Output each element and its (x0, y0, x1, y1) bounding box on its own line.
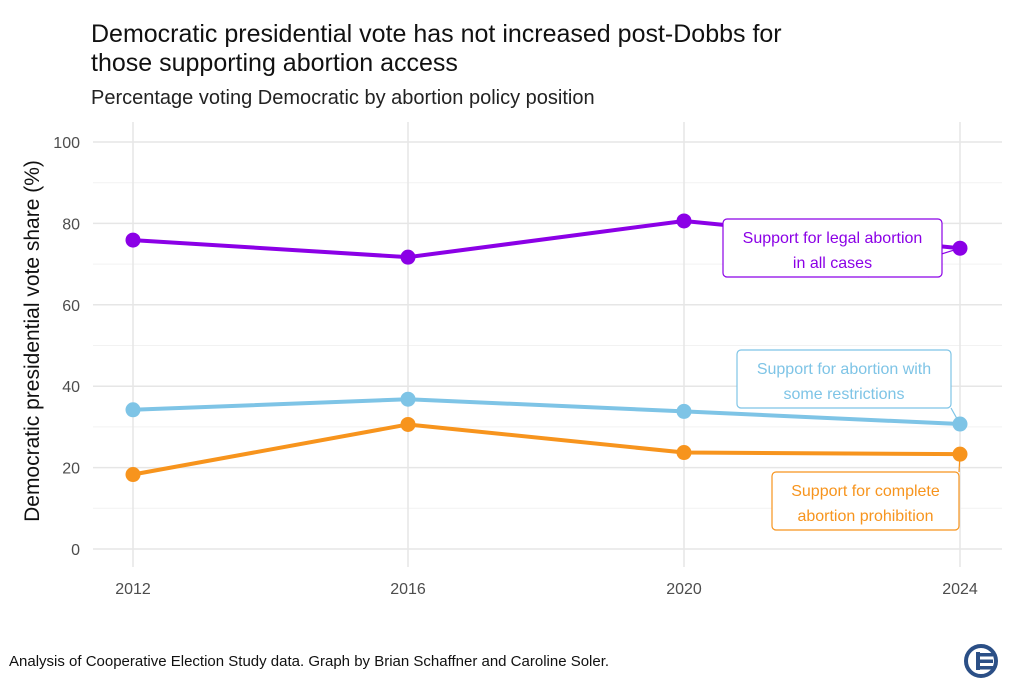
source-caption: Analysis of Cooperative Election Study d… (9, 653, 610, 670)
y-tick-label: 60 (62, 298, 80, 315)
chart-title: Democratic presidential vote has not inc… (91, 20, 891, 78)
label-text: Support for legal abortion (743, 230, 923, 247)
data-point (125, 402, 141, 418)
label-box (771, 471, 960, 531)
chart-subtitle: Percentage voting Democratic by abortion… (91, 87, 595, 109)
y-tick-label: 0 (71, 542, 80, 559)
x-tick-label: 2016 (390, 581, 426, 598)
label-text: some restrictions (784, 386, 905, 403)
data-point (125, 467, 141, 483)
label-text: Support for complete (791, 483, 940, 500)
x-tick-label: 2024 (942, 581, 978, 598)
label-text: in all cases (793, 255, 872, 272)
y-tick-label: 20 (62, 461, 80, 478)
x-tick-label: 2012 (115, 581, 151, 598)
chart-title-line-2: those supporting abortion access (91, 49, 458, 77)
series-line (132, 397, 961, 427)
ces-logo (964, 644, 998, 678)
y-tick-label: 80 (62, 216, 80, 233)
x-tick-label: 2020 (666, 581, 702, 598)
label-text: Support for abortion with (757, 361, 931, 378)
data-point (400, 249, 416, 265)
series-line (132, 422, 961, 477)
label-connector (950, 407, 961, 425)
series-label: Support for abortion with some restrictio… (736, 349, 961, 425)
y-axis-label: Democratic presidential vote share (%) (21, 160, 44, 522)
y-tick-label: 40 (62, 379, 80, 396)
series-label: Support for legal abortion in all cases (722, 218, 961, 278)
chart-title-line-1: Democratic presidential vote has not inc… (91, 20, 782, 48)
x-tick-labels: 2012 2016 2020 2024 (115, 581, 978, 598)
line-chart: 0 20 40 60 80 100 2012 2016 2020 2024 Democratic… (21, 122, 1002, 598)
data-point (676, 403, 692, 419)
y-tick-label: 100 (53, 135, 80, 152)
data-point (400, 416, 416, 432)
series-label: Support for complete abortion prohibition (771, 454, 961, 531)
label-box (722, 218, 943, 278)
label-connector (958, 454, 961, 473)
data-point (125, 232, 141, 248)
data-point (676, 445, 692, 461)
data-point (676, 213, 692, 229)
y-tick-labels: 0 20 40 60 80 100 (53, 135, 80, 559)
label-text: abortion prohibition (797, 508, 933, 525)
label-box (736, 349, 952, 409)
data-point (400, 391, 416, 407)
